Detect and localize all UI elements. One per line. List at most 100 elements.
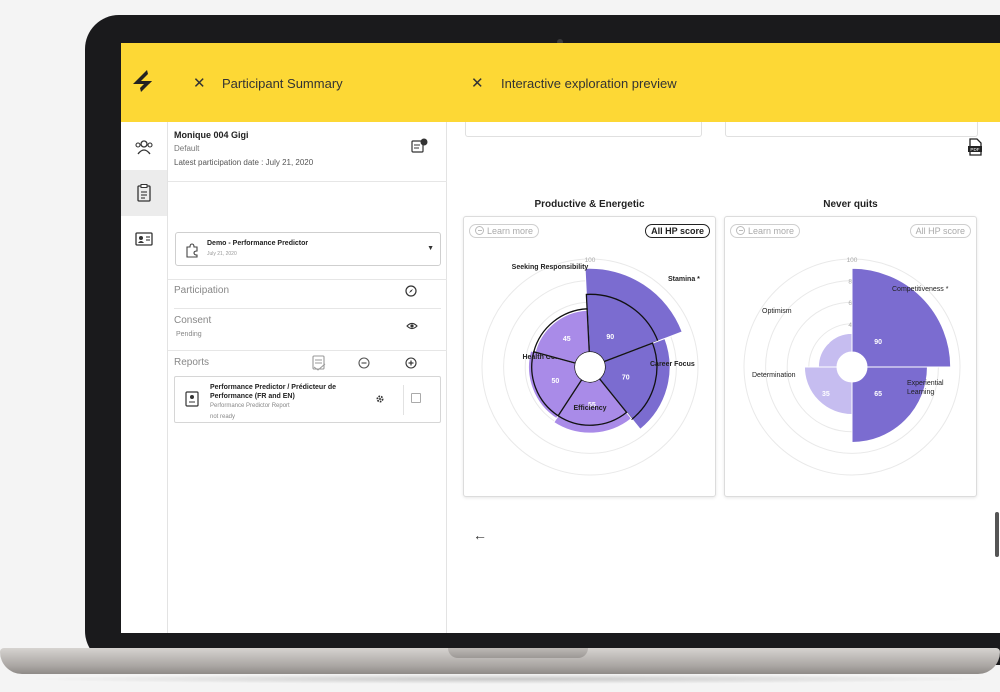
top-bar: ✕ Participant Summary ✕ Interactive expl… (121, 43, 1000, 122)
report-checkbox[interactable] (411, 393, 421, 403)
polar-chart: 10080604090Competitiveness *65Experienti… (743, 257, 961, 476)
card-top-edge (725, 122, 978, 137)
chart-body: 10080604090Competitiveness *65Experienti… (743, 257, 961, 476)
consent-status: Pending (176, 331, 202, 338)
learn-more-button[interactable]: Learn more (730, 224, 801, 238)
rail-item-summary[interactable] (121, 170, 167, 216)
assessment-select[interactable]: Demo - Performance Predictor July 21, 20… (175, 232, 441, 266)
category-label: Seeking Responsibility (512, 264, 589, 271)
gear-icon[interactable] (375, 394, 385, 404)
reports-label: Reports (174, 357, 210, 368)
report-file-icon (185, 391, 199, 407)
all-hp-score-toggle[interactable]: All HP score (909, 224, 971, 238)
rail-item-profile[interactable] (121, 216, 167, 262)
pdf-export-icon[interactable]: PDF (967, 138, 983, 156)
tick-label: 100 (847, 257, 858, 264)
value-label: 35 (822, 391, 830, 398)
participation-date: Latest participation date : July 21, 202… (174, 158, 314, 167)
close-icon[interactable]: ✕ (471, 75, 484, 92)
hp-score-outline (531, 350, 583, 417)
panel-title-interactive-exploration: Interactive exploration preview (501, 76, 677, 91)
close-icon[interactable]: ✕ (193, 75, 206, 92)
value-label: 90 (874, 339, 882, 346)
report-item[interactable]: Performance Predictor / Prédicteur de Pe… (174, 376, 441, 423)
learn-more-button[interactable]: Learn more (469, 224, 540, 238)
rail-item-participants[interactable] (121, 124, 167, 170)
value-label: 45 (563, 336, 571, 343)
divider (174, 308, 441, 309)
report-title: Performance Predictor / Prédicteur de Pe… (210, 384, 337, 400)
value-label: 90 (606, 334, 614, 341)
all-hp-score-toggle[interactable]: All HP score (645, 224, 710, 238)
chart-card: Learn more All HP score 10080604090Compe… (724, 216, 977, 497)
assessment-title: Demo - Performance Predictor (207, 240, 309, 247)
category-label: Career Focus (650, 361, 695, 368)
consent-label: Consent (174, 315, 212, 326)
laptop-shadow (20, 674, 1000, 684)
edit-notes-icon[interactable] (411, 138, 429, 154)
center-hole (837, 352, 867, 382)
puzzle-icon (186, 243, 198, 258)
category-label: Determination (752, 372, 796, 379)
category-label: Optimism (762, 308, 792, 315)
id-card-icon (135, 232, 153, 246)
category-label: Experiential (907, 380, 944, 387)
card-title: Productive & Energetic (534, 199, 645, 210)
info-icon (736, 226, 745, 235)
learn-more-label: Learn more (487, 226, 534, 236)
category-label: Competitiveness * (892, 286, 949, 293)
value-label: 20 (822, 339, 830, 346)
minus-circle-icon[interactable] (358, 357, 370, 369)
grid-ring (481, 258, 699, 476)
segment-bar (851, 267, 952, 368)
scrollbar[interactable] (995, 512, 999, 557)
learn-more-label: Learn more (748, 226, 795, 236)
value-label: 50 (552, 378, 560, 385)
side-rail (121, 122, 168, 633)
value-label: 65 (874, 391, 882, 398)
chart-card: Learn more All HP score 10080604090Stami… (463, 216, 716, 497)
category-label: Stamina * (668, 276, 700, 283)
divider (168, 181, 447, 182)
svg-text:PDF: PDF (970, 147, 979, 152)
info-icon (475, 226, 484, 235)
group-icon (135, 140, 153, 155)
value-label: 70 (622, 375, 630, 382)
divider (168, 279, 447, 280)
grid-ring (743, 258, 961, 476)
divider (403, 385, 404, 415)
hp-score-outline (532, 308, 590, 364)
clipboard-icon (137, 184, 151, 202)
camera (557, 39, 563, 45)
app-screen: ✕ Participant Summary ✕ Interactive expl… (121, 43, 1000, 633)
report-template-icon[interactable] (311, 355, 327, 371)
panel-title-participant-summary: Participant Summary (222, 76, 343, 91)
tick-label: 100 (585, 257, 596, 264)
card-title: Never quits (823, 199, 878, 210)
exploration-preview-panel: PDF Productive & Energetic Never quits L… (448, 122, 1000, 633)
card-top-edge (465, 122, 702, 137)
participation-label: Participation (174, 285, 230, 296)
value-label: 55 (588, 402, 596, 409)
plus-circle-icon[interactable] (405, 357, 417, 369)
laptop-notch (448, 648, 588, 658)
participant-group: Default (174, 144, 200, 153)
compass-icon[interactable] (405, 285, 417, 297)
back-arrow-icon[interactable]: ← (473, 527, 487, 543)
participant-name: Monique 004 Gigi (174, 130, 249, 140)
app-logo-icon[interactable] (133, 69, 155, 93)
report-subtitle: Performance Predictor Report (210, 403, 290, 409)
participant-summary-panel: Monique 004 Gigi Default Latest particip… (168, 122, 447, 633)
assessment-date: July 21, 2020 (207, 251, 237, 257)
report-status: not ready (210, 414, 236, 420)
segment-bar (851, 366, 928, 443)
eye-icon[interactable] (406, 322, 418, 330)
category-label: Learning (907, 389, 934, 396)
chevron-down-icon: ▼ (427, 245, 434, 252)
category-label: Efficiency (573, 405, 606, 412)
divider (168, 350, 447, 351)
center-hole (575, 352, 605, 382)
